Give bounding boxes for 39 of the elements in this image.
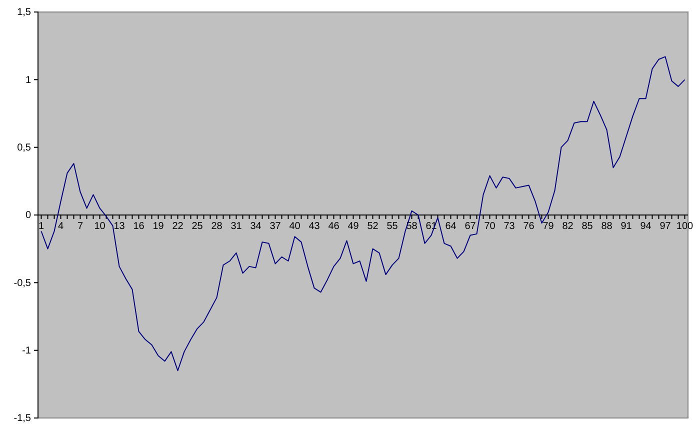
x-tick-label: 76 [523,221,535,232]
x-tick-label: 22 [172,221,184,232]
y-tick-label: 0 [25,210,32,222]
x-tick-label: 91 [620,221,632,232]
y-tick-label: -1 [22,346,32,357]
y-tick-label: 0,5 [17,142,32,154]
x-tick-label: 10 [94,221,106,232]
x-tick-label: 31 [230,221,242,232]
y-tick-label: 1 [25,74,32,86]
x-tick-label: 82 [562,221,574,232]
x-tick-label: 43 [308,221,320,232]
x-tick-label: 34 [250,221,262,232]
x-tick-label: 46 [328,221,340,232]
x-tick-label: 16 [133,221,145,232]
x-tick-label: 67 [464,221,476,232]
x-tick-label: 1 [38,221,44,232]
x-tick-label: 94 [640,221,652,232]
x-tick-label: 28 [211,221,223,232]
x-tick-label: 37 [270,221,282,232]
x-tick-label: 52 [367,221,379,232]
x-tick-label: 73 [504,221,516,232]
x-tick-label: 100 [676,221,694,232]
x-tick-label: 4 [58,221,64,232]
x-tick-label: 85 [582,221,594,232]
x-tick-label: 25 [192,221,204,232]
y-tick-label: -1,5 [14,413,32,424]
x-tick-label: 40 [289,221,301,232]
x-tick-label: 13 [114,221,126,232]
y-tick-label: -0,5 [14,278,32,289]
x-tick-label: 7 [77,221,84,232]
x-tick-label: 79 [542,221,554,232]
x-tick-label: 70 [484,221,496,232]
x-tick-label: 88 [601,221,613,232]
x-tick-label: 55 [386,221,398,232]
x-tick-label: 49 [348,221,360,232]
y-tick-label: 1,5 [17,7,32,18]
x-tick-label: 64 [445,221,457,232]
x-tick-label: 19 [152,221,164,232]
x-tick-label: 97 [660,221,672,232]
